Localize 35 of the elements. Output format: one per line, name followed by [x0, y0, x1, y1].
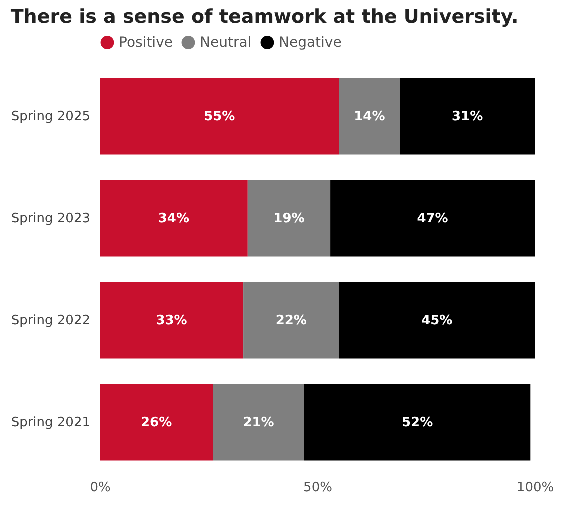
data-label: 14%: [354, 109, 386, 124]
legend-label: Positive: [119, 34, 173, 51]
bar: [100, 78, 340, 155]
y-tick-label: Spring 2021: [11, 416, 90, 431]
bar: [339, 78, 400, 155]
bar: [244, 282, 340, 359]
data-label: 47%: [417, 211, 448, 226]
data-label: 19%: [274, 211, 305, 226]
data-label: 26%: [140, 416, 172, 431]
bar: [330, 180, 535, 257]
data-label: 34%: [158, 211, 190, 226]
data-label: 45%: [422, 314, 453, 329]
data-label: 33%: [156, 314, 188, 329]
bar: [304, 384, 531, 461]
bar: [213, 384, 304, 461]
bar: [100, 384, 214, 461]
y-tick-label: Spring 2022: [11, 314, 90, 329]
bar: [339, 282, 535, 359]
data-label: 52%: [402, 416, 434, 431]
legend-label: Negative: [279, 34, 342, 51]
data-label: 31%: [452, 109, 484, 124]
data-label: 21%: [243, 416, 274, 431]
bar: [100, 180, 248, 257]
data-label: 55%: [204, 109, 236, 124]
bar: [400, 78, 535, 155]
y-tick-label: Spring 2025: [11, 109, 90, 124]
bar: [248, 180, 331, 257]
x-tick-label: 50%: [304, 480, 332, 496]
legend-label: Neutral: [200, 34, 252, 51]
chart-title: There is a sense of teamwork at the University.: [10, 6, 519, 28]
x-tick-label: 100%: [516, 480, 554, 496]
bar: [100, 282, 244, 359]
x-tick-label: 0%: [90, 480, 111, 496]
y-tick-label: Spring 2023: [11, 211, 90, 226]
data-label: 22%: [276, 314, 307, 329]
